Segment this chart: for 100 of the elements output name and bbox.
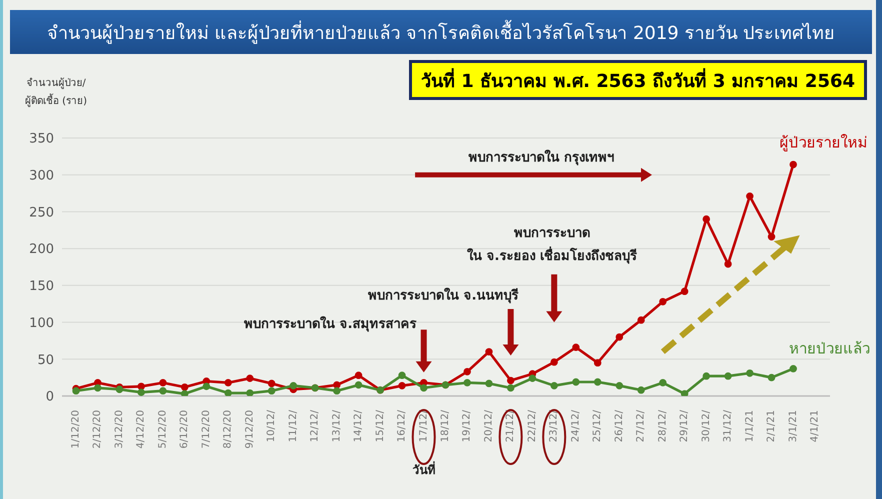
x-tick-label: 22/12/ <box>526 409 538 442</box>
point <box>746 192 754 200</box>
point <box>528 374 536 382</box>
point <box>398 372 406 380</box>
point <box>616 333 624 341</box>
point <box>768 374 776 382</box>
x-tick-label: 19/12/ <box>462 409 473 442</box>
x-tick-label: 4/1/21 <box>810 410 820 442</box>
y-tick-label: 200 <box>29 242 54 258</box>
point <box>550 382 558 390</box>
point <box>420 384 428 392</box>
point <box>138 388 145 396</box>
point <box>790 160 797 168</box>
point <box>180 390 188 396</box>
point <box>680 390 688 396</box>
y-tick-label: 300 <box>29 168 54 184</box>
point <box>724 372 732 380</box>
series-label: ผู้ป่วยรายใหม่ <box>779 134 868 152</box>
x-tick-label: 18/12/ <box>440 409 451 442</box>
point <box>702 215 710 223</box>
point <box>768 233 776 240</box>
x-tick-label: 14/12/ <box>353 409 364 442</box>
point <box>594 378 602 386</box>
point <box>246 374 254 382</box>
point <box>572 344 580 352</box>
y-tick-label: 150 <box>29 279 54 294</box>
x-tick-label: 15/12/ <box>374 409 386 442</box>
x-tick-label: 29/12/ <box>679 409 690 442</box>
point <box>485 380 493 388</box>
x-tick-label: 3/1/21 <box>788 410 799 442</box>
y-axis-title: จำนวนผู้ป่วย/ ผู้ติดเชื้อ (ราย) <box>25 77 88 107</box>
series-label: หายป่วยแล้ว <box>788 340 870 358</box>
point <box>637 386 645 394</box>
point <box>594 359 602 367</box>
annotation: พบการระบาดใน กรุงเทพฯ <box>468 148 614 166</box>
x-tick-label: 7/12/20 <box>200 410 212 449</box>
point <box>790 365 797 372</box>
x-tick-label: 4/12/20 <box>136 410 147 449</box>
point <box>637 316 645 324</box>
x-tick-label: 31/12/ <box>722 409 734 442</box>
point <box>354 372 362 380</box>
x-tick-label: 28/12/ <box>657 409 668 442</box>
x-tick-label: 26/12/ <box>614 409 625 442</box>
x-tick-label: 9/12/20 <box>244 410 256 449</box>
point <box>507 376 514 384</box>
annotation: พบการระบาดใน จ.นนทบุรี <box>368 286 519 304</box>
x-tick-label: 17/12/ <box>418 409 430 442</box>
point <box>485 348 493 356</box>
point <box>616 382 624 390</box>
y-tick-label: 100 <box>29 316 54 331</box>
point <box>659 379 667 386</box>
x-tick-label: 16/12/ <box>396 409 408 442</box>
point <box>72 387 80 395</box>
y-tick-label: 50 <box>37 352 54 368</box>
x-tick-label: 1/1/21 <box>744 410 756 442</box>
point <box>746 369 754 377</box>
x-tick-label: 12/12/ <box>310 409 321 442</box>
x-tick-label: 23/12/ <box>548 409 560 442</box>
point <box>464 368 471 376</box>
x-tick-label: 8/12/20 <box>222 410 234 449</box>
x-tick-label: 3/12/20 <box>114 410 125 449</box>
chart-subtitle: วันที่ 1 ธันวาคม พ.ศ. 2563 ถึงวันที่ 3 มกราคม 2564 <box>420 67 856 94</box>
x-tick-label: 2/1/21 <box>766 410 778 442</box>
point <box>333 381 341 389</box>
point <box>268 387 276 395</box>
x-tick-label: 6/12/20 <box>179 410 190 449</box>
x-tick-label: 5/12/20 <box>157 410 168 449</box>
point <box>333 387 341 395</box>
point <box>116 386 124 394</box>
point <box>572 378 580 386</box>
y-tick-label: 250 <box>29 205 54 220</box>
point <box>224 379 232 386</box>
point <box>659 298 667 306</box>
x-tick-label: 21/12/ <box>505 409 516 442</box>
point <box>94 384 102 392</box>
annotation: พบการระบาดใน จ.สมุทรสาคร <box>244 315 417 332</box>
point <box>246 389 254 396</box>
x-tick-label: 2/12/20 <box>92 410 104 449</box>
x-tick-label: 10/12/ <box>266 409 278 442</box>
chart-title: จำนวนผู้ป่วยรายใหม่ และผู้ป่วยที่หายป่วยแล้ว จากโรคติดเชื้อไวรัสโคโรนา 2019 รายวัน ประเทศไทย <box>46 18 836 46</box>
point <box>464 379 471 386</box>
point <box>550 358 558 366</box>
point <box>202 382 210 390</box>
x-tick-label: 30/12/ <box>700 409 712 442</box>
point <box>268 380 276 388</box>
y-tick-label: 350 <box>29 132 54 147</box>
point <box>354 381 362 389</box>
point <box>680 288 688 296</box>
point <box>290 382 298 390</box>
x-tick-label: 27/12/ <box>636 409 647 442</box>
x-tick-label: 25/12/ <box>592 409 604 442</box>
point <box>224 389 232 396</box>
x-tick-label: 11/12/ <box>288 409 299 442</box>
point <box>724 260 732 268</box>
x-tick-label: 20/12/ <box>483 409 494 442</box>
y-tick-label: 0 <box>46 390 54 405</box>
x-tick-label: 13/12/ <box>331 409 342 442</box>
point <box>398 382 406 390</box>
x-axis-title: วันที่ <box>412 461 436 477</box>
point <box>507 384 514 392</box>
